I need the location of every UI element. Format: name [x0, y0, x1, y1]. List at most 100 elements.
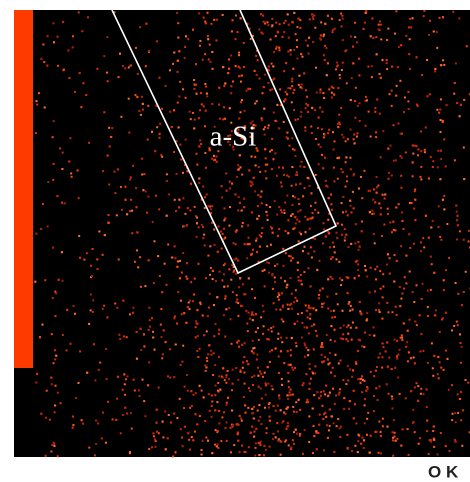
signal-dot — [187, 390, 189, 392]
signal-dot — [272, 438, 274, 440]
signal-dot — [327, 132, 329, 134]
signal-dot — [331, 209, 333, 211]
signal-dot — [231, 389, 233, 391]
signal-dot — [346, 82, 348, 84]
signal-dot — [240, 101, 242, 103]
signal-dot — [54, 411, 56, 413]
signal-dot — [375, 309, 377, 311]
signal-dot — [324, 356, 326, 358]
signal-dot — [225, 308, 227, 310]
signal-dot — [320, 21, 322, 23]
signal-dot — [318, 144, 320, 146]
signal-dot — [134, 261, 136, 263]
signal-dot — [331, 415, 333, 417]
signal-dot — [354, 242, 356, 244]
signal-dot — [378, 203, 380, 205]
signal-dot — [334, 251, 336, 253]
signal-dot — [338, 261, 340, 263]
signal-dot — [192, 439, 194, 441]
signal-dot — [241, 75, 243, 77]
signal-dot — [397, 123, 399, 125]
signal-dot — [394, 339, 396, 341]
signal-dot — [436, 31, 438, 33]
signal-dot — [148, 50, 150, 52]
signal-dot — [160, 308, 162, 310]
signal-dot — [307, 111, 309, 113]
signal-dot — [78, 382, 80, 384]
signal-dot — [140, 114, 142, 116]
signal-dot — [440, 131, 442, 133]
signal-dot — [280, 337, 282, 339]
signal-dot — [215, 280, 217, 282]
signal-dot — [171, 126, 173, 128]
signal-dot — [281, 384, 283, 386]
signal-dot — [238, 75, 240, 77]
signal-dot — [332, 278, 334, 280]
signal-dot — [359, 301, 361, 303]
signal-dot — [278, 127, 280, 129]
signal-dot — [69, 137, 71, 139]
signal-dot — [313, 251, 315, 253]
signal-dot — [304, 130, 306, 132]
signal-dot — [348, 303, 350, 305]
signal-dot — [288, 386, 290, 388]
signal-dot — [182, 252, 184, 254]
signal-dot — [418, 443, 420, 445]
signal-dot — [78, 197, 80, 199]
signal-dot — [203, 234, 205, 236]
signal-dot — [420, 250, 422, 252]
signal-dot — [318, 163, 320, 165]
signal-dot — [246, 323, 248, 325]
signal-dot — [181, 437, 183, 439]
signal-dot — [185, 97, 187, 99]
signal-dot — [247, 363, 249, 365]
signal-dot — [380, 24, 382, 26]
signal-dot — [307, 219, 309, 221]
signal-dot — [373, 410, 375, 412]
signal-dot — [120, 186, 122, 188]
signal-dot — [308, 307, 310, 309]
signal-dot — [301, 337, 303, 339]
signal-dot — [178, 206, 180, 208]
signal-dot — [79, 350, 81, 352]
signal-dot — [283, 22, 285, 24]
signal-dot — [124, 394, 126, 396]
signal-dot — [382, 273, 384, 275]
signal-dot — [152, 337, 154, 339]
signal-dot — [456, 321, 458, 323]
signal-dot — [203, 17, 205, 19]
signal-dot — [229, 181, 231, 183]
signal-dot — [337, 178, 339, 180]
signal-dot — [226, 402, 228, 404]
signal-dot — [353, 390, 355, 392]
signal-dot — [355, 422, 357, 424]
signal-dot — [374, 290, 376, 292]
signal-dot — [241, 174, 243, 176]
signal-dot — [298, 203, 300, 205]
signal-dot — [107, 80, 109, 82]
signal-dot — [242, 283, 244, 285]
signal-dot — [216, 19, 218, 21]
signal-dot — [248, 169, 250, 171]
signal-dot — [258, 454, 260, 456]
signal-dot — [297, 262, 299, 264]
signal-dot — [392, 221, 394, 223]
signal-dot — [336, 237, 338, 239]
signal-dot — [459, 333, 461, 335]
signal-dot — [344, 228, 346, 230]
signal-dot — [287, 308, 289, 310]
signal-dot — [290, 389, 292, 391]
signal-dot — [420, 241, 422, 243]
signal-dot — [270, 244, 272, 246]
signal-dot — [393, 124, 395, 126]
signal-dot — [329, 425, 331, 427]
signal-dot — [396, 438, 398, 440]
signal-dot — [253, 314, 255, 316]
signal-dot — [170, 422, 172, 424]
signal-dot — [360, 313, 362, 315]
signal-dot — [297, 313, 299, 315]
signal-dot — [132, 307, 134, 309]
signal-dot — [359, 246, 361, 248]
signal-dot — [156, 422, 158, 424]
signal-dot — [339, 388, 341, 390]
